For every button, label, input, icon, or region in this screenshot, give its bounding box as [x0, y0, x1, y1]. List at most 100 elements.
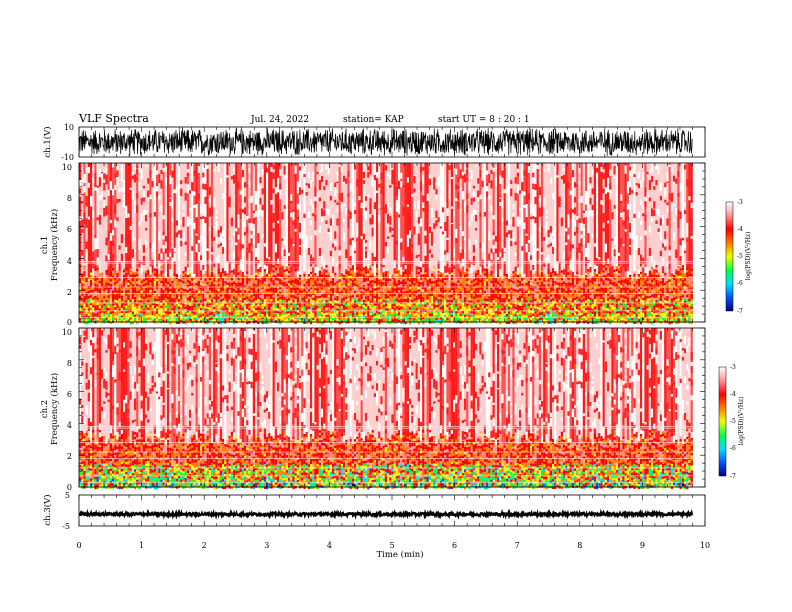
spectrogram-cell [105, 307, 108, 310]
spectrogram-speckle [422, 208, 425, 212]
spectrogram-cell [360, 303, 363, 307]
spectrogram-speckle [138, 243, 141, 251]
spectrogram-speckle [470, 198, 473, 205]
spectrogram-cell [336, 293, 339, 296]
spectrogram-cell [402, 284, 405, 287]
spectrogram-cell [389, 306, 392, 309]
spectrogram-cell [125, 273, 128, 276]
spectrogram-cell [142, 321, 145, 325]
spectrogram-cell [428, 283, 431, 287]
spectrogram-cell [314, 303, 317, 306]
spectrogram-cell [354, 298, 357, 301]
spectrogram-cell [356, 297, 359, 300]
spectrogram-cell [266, 314, 269, 317]
spectrogram-cell [178, 311, 181, 314]
spectrogram-cell [351, 320, 354, 323]
spectrogram-speckle [92, 262, 95, 269]
spectrogram-speckle [468, 260, 471, 268]
spectrogram-cell [266, 291, 269, 294]
spectrogram-speckle [255, 210, 258, 217]
spectrogram-speckle [398, 226, 401, 233]
spectrogram-cell [409, 306, 412, 310]
spectrogram-cell [250, 302, 253, 306]
spectrogram-cell [472, 316, 475, 320]
spectrogram-cell [175, 296, 178, 299]
spectrogram-cell [406, 280, 409, 284]
spectrogram-cell [479, 317, 482, 320]
spectrogram-cell [360, 318, 363, 322]
spectrogram-cell [145, 305, 148, 308]
spectrogram-cell [151, 300, 154, 303]
spectrogram-cell [391, 316, 394, 320]
spectrogram-cell [120, 280, 123, 283]
spectrogram-speckle [158, 195, 161, 200]
spectrogram-cell [226, 320, 229, 323]
spectrogram-cell [378, 284, 381, 287]
spectrogram-speckle [248, 218, 251, 223]
spectrogram-cell [327, 287, 330, 290]
spectrogram-cell [288, 308, 291, 311]
spectrogram-cell [131, 279, 134, 282]
spectrogram-cell [312, 285, 315, 288]
spectrogram-cell [307, 296, 310, 300]
spectrogram-cell [114, 304, 117, 308]
spectrogram-cell [250, 315, 253, 318]
spectrogram-column [208, 163, 211, 322]
spectrogram-cell [435, 287, 438, 290]
spectrogram-cell [283, 304, 286, 308]
spectrogram-cell [281, 320, 284, 323]
spectrogram-cell [134, 279, 137, 283]
spectrogram-cell [96, 265, 99, 268]
spectrogram-cell [105, 269, 108, 273]
spectrogram-cell [79, 310, 82, 313]
spectrogram-cell [140, 298, 143, 301]
spectrogram-cell [129, 317, 132, 320]
spectrogram-cell [162, 275, 165, 278]
spectrogram-cell [318, 290, 321, 294]
spectrogram-cell [296, 320, 299, 323]
spectrogram-cell [184, 311, 187, 315]
spectrogram-cell [230, 317, 233, 321]
spectrogram-cell [224, 278, 227, 282]
spectrogram-cell [186, 317, 189, 320]
spectrogram-cell [378, 316, 381, 320]
spectrogram-cell [134, 289, 137, 293]
spectrogram-speckle [263, 243, 266, 247]
spectrogram-cell [459, 293, 462, 297]
spectrogram-cell [211, 297, 214, 300]
spectrogram-speckle [307, 183, 310, 189]
spectrogram-cell [325, 287, 328, 290]
spectrogram-cell [94, 293, 97, 296]
spectrogram-speckle [217, 163, 220, 172]
spectrogram-cell [395, 298, 398, 302]
spectrogram-speckle [281, 238, 284, 241]
spectrogram-cell [235, 278, 238, 281]
spectrogram-cell [420, 294, 423, 298]
spectrogram-cell [129, 287, 132, 290]
spectrogram-cell [92, 299, 95, 303]
spectrogram-speckle [182, 213, 185, 216]
spectrogram-cell [195, 292, 198, 296]
spectrogram-cell [402, 286, 405, 290]
spectrogram-cell [211, 272, 214, 275]
spectrogram-cell [96, 295, 99, 298]
spectrogram-speckle [294, 205, 297, 214]
spectrogram-cell [312, 310, 315, 313]
spectrogram-cell [202, 281, 205, 284]
spectrogram-cell [257, 291, 260, 294]
spectrogram-cell [461, 305, 464, 309]
spectrogram-cell [424, 319, 427, 322]
spectrogram-speckle [426, 200, 429, 204]
spectrogram-speckle [329, 232, 332, 241]
spectrogram-speckle [162, 245, 165, 253]
spectrogram-speckle [160, 250, 163, 260]
spectrogram-cell [200, 305, 203, 308]
spectrogram-cell [391, 284, 394, 287]
spectrogram-cell [105, 297, 108, 300]
spectrogram-cell [455, 301, 458, 304]
spectrogram-cell [263, 304, 266, 307]
spectrogram-cell [268, 321, 271, 324]
spectrogram-cell [204, 298, 207, 302]
spectrogram-column [470, 163, 473, 322]
spectrogram-cell [290, 320, 293, 323]
